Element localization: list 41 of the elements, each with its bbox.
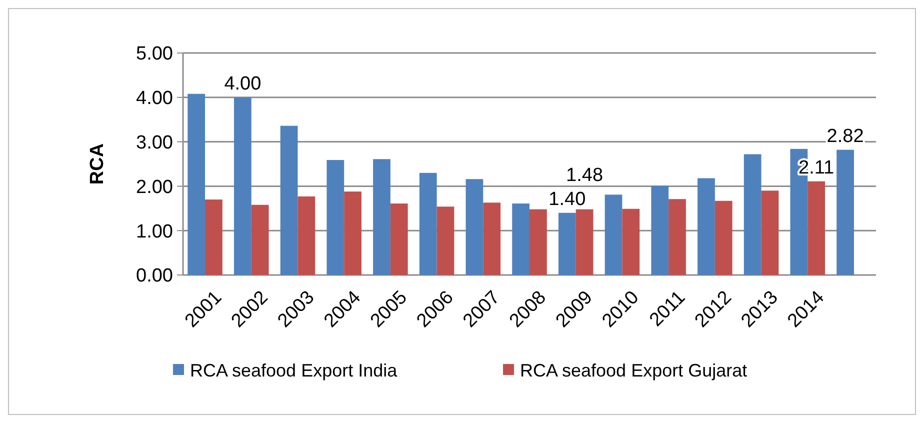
bar bbox=[326, 160, 344, 275]
bar bbox=[205, 200, 222, 275]
y-tick-label: 5.00 bbox=[136, 44, 173, 65]
bar bbox=[419, 172, 437, 275]
y-tick-label: 3.00 bbox=[136, 132, 173, 154]
y-tick-label: 2.00 bbox=[136, 176, 173, 198]
bar bbox=[251, 204, 269, 275]
bar bbox=[651, 186, 669, 275]
bar bbox=[512, 204, 530, 275]
bar bbox=[280, 126, 298, 275]
y-tick-label: 0.00 bbox=[136, 266, 173, 287]
bar bbox=[761, 190, 779, 275]
bar bbox=[483, 202, 501, 275]
bar bbox=[668, 199, 686, 275]
bar bbox=[604, 194, 622, 275]
bar bbox=[576, 209, 594, 275]
bar bbox=[466, 179, 484, 275]
data-label: 1.40 bbox=[548, 188, 586, 210]
y-tick-label: 1.00 bbox=[136, 221, 173, 242]
data-label: 2.82 bbox=[826, 126, 864, 147]
legend-label: RCA seafood Export India bbox=[190, 360, 398, 380]
data-label: 1.48 bbox=[566, 164, 604, 186]
bar bbox=[530, 209, 547, 275]
bar bbox=[436, 206, 454, 275]
data-label: 4.00 bbox=[224, 73, 262, 94]
bar bbox=[373, 159, 390, 275]
bar bbox=[390, 204, 408, 275]
bar bbox=[714, 200, 732, 275]
bar bbox=[344, 192, 362, 275]
y-axis-title: RCA bbox=[87, 143, 108, 185]
legend-label: RCA seafood Export Gujarat bbox=[520, 360, 748, 380]
bar bbox=[188, 94, 206, 275]
bar bbox=[836, 150, 854, 275]
bar bbox=[234, 97, 252, 275]
bar bbox=[558, 212, 576, 275]
y-tick-label: 4.00 bbox=[136, 88, 173, 110]
bar bbox=[298, 196, 316, 275]
bar bbox=[698, 178, 715, 275]
bar bbox=[808, 181, 826, 275]
bar bbox=[622, 208, 640, 275]
bar bbox=[744, 154, 762, 275]
